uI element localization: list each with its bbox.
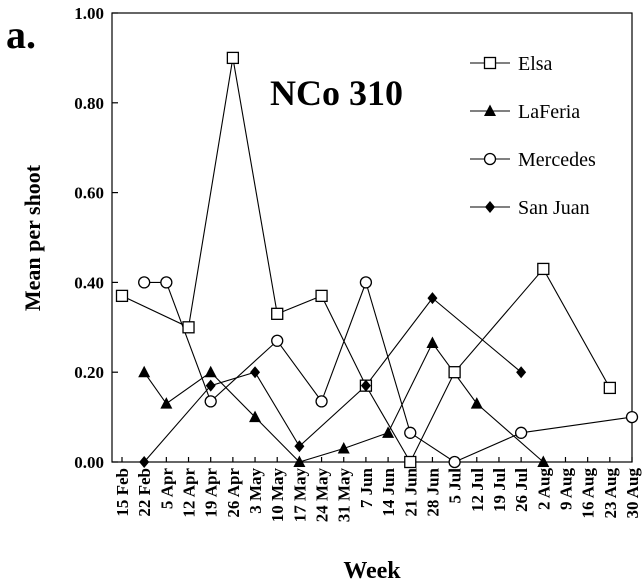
chart-title: NCo 310 bbox=[270, 73, 403, 113]
data-point-elsa bbox=[604, 382, 615, 393]
data-point-mercedes bbox=[405, 427, 416, 438]
data-point-san-juan bbox=[516, 366, 526, 378]
data-point-mercedes bbox=[360, 277, 371, 288]
data-point-mercedes bbox=[161, 277, 172, 288]
data-point-mercedes bbox=[272, 335, 283, 346]
data-point-mercedes bbox=[627, 412, 638, 423]
data-point-laferia bbox=[426, 337, 438, 349]
y-tick-label: 0.20 bbox=[74, 363, 104, 382]
data-point-elsa bbox=[538, 263, 549, 274]
y-tick-label: 0.00 bbox=[74, 453, 104, 472]
panel-label: a. bbox=[6, 12, 36, 57]
x-tick-label: 24 May bbox=[313, 468, 332, 523]
y-tick-label: 1.00 bbox=[74, 4, 104, 23]
x-tick-label: 21 Jun bbox=[401, 467, 420, 516]
data-point-laferia bbox=[338, 442, 350, 454]
legend-marker bbox=[484, 105, 496, 117]
x-tick-label: 12 Apr bbox=[180, 468, 199, 518]
x-tick-label: 30 Aug bbox=[623, 468, 642, 519]
data-point-elsa bbox=[405, 457, 416, 468]
x-tick-label: 9 Aug bbox=[556, 468, 575, 511]
x-tick-label: 3 May bbox=[246, 468, 265, 514]
x-tick-label: 10 May bbox=[268, 468, 287, 523]
x-tick-label: 15 Feb bbox=[113, 468, 132, 517]
y-tick-label: 0.60 bbox=[74, 184, 104, 203]
data-point-mercedes bbox=[449, 457, 460, 468]
data-point-laferia bbox=[471, 397, 483, 409]
x-tick-label: 22 Feb bbox=[135, 468, 154, 517]
data-point-mercedes bbox=[516, 427, 527, 438]
data-point-laferia bbox=[160, 397, 172, 409]
data-point-laferia bbox=[205, 366, 217, 378]
y-tick-label: 0.40 bbox=[74, 273, 104, 292]
data-point-elsa bbox=[227, 52, 238, 63]
legend-label: Elsa bbox=[518, 53, 553, 75]
x-tick-label: 19 Jul bbox=[490, 468, 509, 512]
y-tick-label: 0.80 bbox=[74, 94, 104, 113]
x-tick-label: 12 Jul bbox=[468, 468, 487, 512]
data-point-san-juan bbox=[250, 366, 260, 378]
legend: Elsa LaFeria Mercedes San Juan bbox=[470, 53, 596, 219]
data-point-mercedes bbox=[316, 396, 327, 407]
x-tick-label: 31 May bbox=[335, 468, 354, 523]
x-tick-label: 17 May bbox=[290, 468, 309, 523]
legend-label: LaFeria bbox=[518, 101, 580, 123]
x-tick-label: 14 Jun bbox=[379, 467, 398, 516]
data-point-elsa bbox=[117, 290, 128, 301]
legend-marker bbox=[485, 201, 495, 213]
x-tick-label: 26 Jul bbox=[512, 468, 531, 512]
data-point-mercedes bbox=[139, 277, 150, 288]
x-tick-label: 23 Aug bbox=[601, 468, 620, 519]
x-tick-label: 2 Aug bbox=[534, 468, 553, 511]
x-tick-label: 19 Apr bbox=[202, 468, 221, 518]
x-tick-label: 16 Aug bbox=[579, 468, 598, 519]
data-point-elsa bbox=[449, 367, 460, 378]
data-point-mercedes bbox=[205, 396, 216, 407]
series-line-san-juan bbox=[144, 298, 521, 462]
x-tick-label: 28 Jun bbox=[423, 467, 442, 516]
legend-marker bbox=[485, 154, 496, 165]
x-axis-title: Week bbox=[343, 558, 401, 584]
legend-marker bbox=[485, 58, 496, 69]
y-axis-title: Mean per shoot bbox=[20, 164, 45, 311]
data-point-elsa bbox=[316, 290, 327, 301]
legend-label: San Juan bbox=[518, 197, 590, 219]
data-point-san-juan bbox=[294, 440, 304, 452]
x-tick-label: 5 Jul bbox=[446, 468, 465, 504]
x-tick-label: 26 Apr bbox=[224, 468, 243, 518]
data-point-laferia bbox=[537, 456, 549, 468]
data-point-elsa bbox=[183, 322, 194, 333]
legend-label: Mercedes bbox=[518, 149, 596, 171]
data-point-elsa bbox=[272, 308, 283, 319]
x-tick-label: 5 Apr bbox=[157, 468, 176, 510]
x-tick-label: 7 Jun bbox=[357, 467, 376, 508]
data-point-laferia bbox=[138, 366, 150, 378]
